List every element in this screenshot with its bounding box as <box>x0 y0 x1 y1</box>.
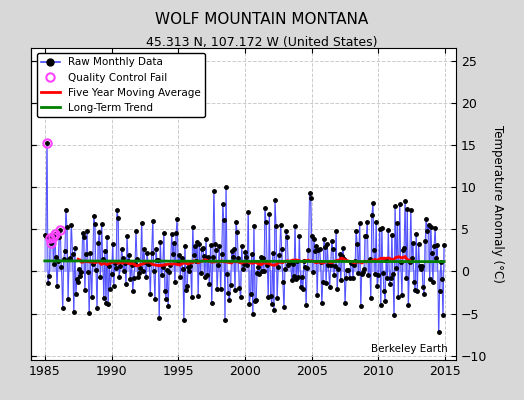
Text: WOLF MOUNTAIN MONTANA: WOLF MOUNTAIN MONTANA <box>156 12 368 27</box>
Y-axis label: Temperature Anomaly (°C): Temperature Anomaly (°C) <box>491 125 504 283</box>
Legend: Raw Monthly Data, Quality Control Fail, Five Year Moving Average, Long-Term Tren: Raw Monthly Data, Quality Control Fail, … <box>37 53 205 117</box>
Text: Berkeley Earth: Berkeley Earth <box>370 344 447 354</box>
Text: 45.313 N, 107.172 W (United States): 45.313 N, 107.172 W (United States) <box>146 36 378 49</box>
